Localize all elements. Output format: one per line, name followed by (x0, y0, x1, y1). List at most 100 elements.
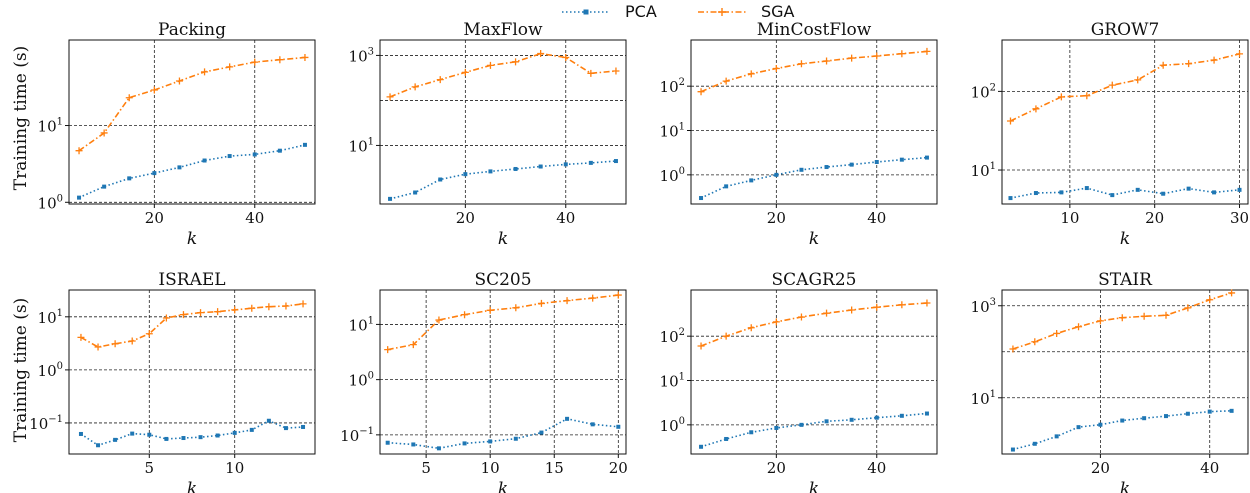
data-point (302, 142, 307, 147)
data-point (823, 309, 831, 317)
panel-stair: STAIR 20 40 k 101 103 (971, 270, 1249, 493)
data-point (152, 171, 157, 176)
panel-title: ISRAEL (158, 270, 225, 290)
data-point (386, 93, 394, 101)
y-tick-label: 103 (971, 297, 996, 316)
data-point (251, 58, 259, 66)
data-point (96, 443, 101, 448)
data-point (899, 157, 904, 162)
data-point (772, 318, 780, 326)
series-line (700, 302, 928, 347)
series-line (700, 156, 928, 199)
data-point (699, 444, 704, 449)
panel-sc205: SC205 5 10 15 20 k 10−1 100 101 (340, 270, 628, 493)
data-point (1237, 187, 1242, 192)
series-pca (699, 411, 929, 449)
data-point (277, 148, 282, 153)
data-point (1118, 314, 1126, 322)
panel-israel: ISRAEL 5 10 k 10−1 100 101 (29, 270, 316, 493)
data-point (282, 302, 290, 310)
data-point (538, 164, 543, 169)
data-point (616, 424, 621, 429)
data-point (1084, 186, 1089, 191)
panel-title: MinCostFlow (757, 20, 872, 40)
data-point (873, 303, 881, 311)
data-point (1057, 93, 1065, 101)
x-tick-label: 20 (767, 459, 786, 477)
data-point (799, 422, 804, 427)
legend-label: SGA (761, 2, 795, 21)
series-pca (699, 155, 929, 201)
panel-scagr25: SCAGR25 20 40 k 100 101 102 (660, 270, 938, 493)
x-tick-label: 40 (1200, 459, 1219, 477)
series-pca (388, 159, 618, 201)
data-point (1032, 441, 1037, 446)
data-point (923, 47, 931, 55)
x-axis-label: k (187, 479, 197, 493)
data-point (1009, 345, 1017, 353)
data-point (231, 306, 239, 314)
y-tick-label: 103 (349, 46, 374, 65)
data-point (301, 424, 306, 429)
series-pca (78, 418, 306, 448)
data-point (590, 422, 595, 427)
data-point (147, 432, 152, 437)
x-axis-label: k (1120, 479, 1130, 493)
data-point (1207, 409, 1212, 414)
data-point (486, 306, 494, 314)
data-point (1162, 311, 1170, 319)
panel-title: SCAGR25 (772, 270, 857, 290)
data-point (849, 162, 854, 167)
legend-label: PCA (625, 2, 657, 21)
legend-marker (583, 9, 589, 15)
data-point (612, 67, 620, 75)
x-axis-label: k (187, 229, 197, 249)
series-line (78, 144, 306, 199)
data-point (102, 184, 107, 189)
data-point (75, 147, 83, 155)
data-point (1010, 447, 1015, 452)
data-point (113, 437, 118, 442)
series-sga (697, 47, 931, 96)
data-point (848, 306, 856, 314)
data-point (384, 346, 392, 354)
data-point (614, 291, 622, 299)
series-sga (384, 291, 622, 354)
data-point (799, 167, 804, 172)
data-point (924, 155, 929, 160)
data-point (252, 152, 257, 157)
data-point (1120, 418, 1125, 423)
data-point (1032, 105, 1040, 113)
y-tick-label: 101 (38, 308, 63, 327)
panel-title: MaxFlow (463, 20, 543, 40)
data-point (724, 184, 729, 189)
data-point (1184, 304, 1192, 312)
data-point (409, 341, 417, 349)
data-point (411, 83, 419, 91)
data-point (587, 69, 595, 77)
axes-frame (68, 289, 316, 455)
data-point (1006, 117, 1014, 125)
data-point (589, 294, 597, 302)
data-point (774, 425, 779, 430)
x-tick-label: 10 (481, 459, 500, 477)
data-point (181, 436, 186, 441)
data-point (175, 77, 183, 85)
data-point (125, 94, 133, 102)
data-point (461, 68, 469, 76)
data-point (923, 299, 931, 307)
x-tick-label: 40 (867, 209, 886, 227)
x-tick-label: 15 (545, 459, 564, 477)
data-point (563, 297, 571, 305)
data-point (283, 426, 288, 431)
data-point (436, 76, 444, 84)
data-point (537, 50, 545, 58)
legend-item-sga: SGA (698, 2, 795, 21)
data-point (232, 430, 237, 435)
data-point (1110, 193, 1115, 198)
y-tick-label: 102 (971, 82, 996, 101)
data-point (898, 301, 906, 309)
data-point (127, 176, 132, 181)
panel-packing: Packing 20 40 k 100 101 (38, 20, 316, 249)
